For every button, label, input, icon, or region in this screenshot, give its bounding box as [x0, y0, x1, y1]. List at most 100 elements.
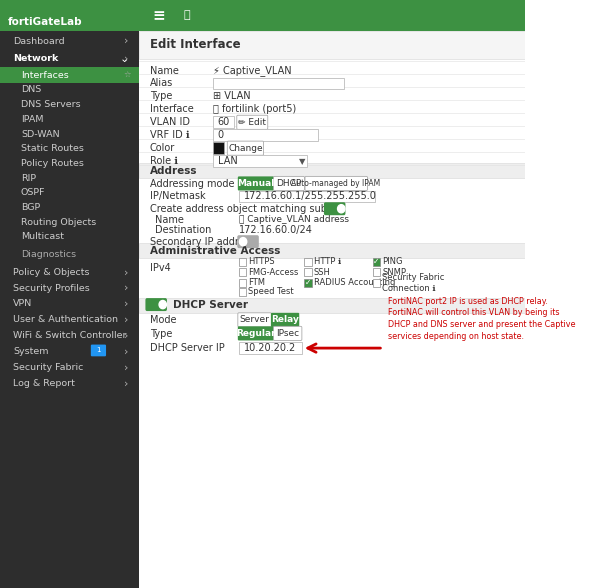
- Text: Color: Color: [149, 143, 175, 153]
- FancyBboxPatch shape: [305, 176, 368, 191]
- FancyBboxPatch shape: [139, 298, 525, 313]
- FancyBboxPatch shape: [239, 342, 302, 354]
- Text: ›: ›: [125, 315, 129, 325]
- Text: ✓: ✓: [305, 278, 311, 288]
- Text: Relay: Relay: [271, 315, 299, 325]
- Text: DNS: DNS: [21, 85, 42, 95]
- Text: ▼: ▼: [299, 156, 305, 166]
- FancyBboxPatch shape: [237, 115, 268, 129]
- Text: VRF ID ℹ: VRF ID ℹ: [149, 130, 189, 141]
- Text: 10.20.20.2: 10.20.20.2: [244, 343, 296, 353]
- FancyBboxPatch shape: [273, 326, 302, 340]
- Text: DNS Servers: DNS Servers: [21, 100, 81, 109]
- Text: Type: Type: [149, 329, 172, 339]
- FancyBboxPatch shape: [213, 129, 318, 141]
- Text: ›: ›: [125, 299, 129, 309]
- Text: ⊞ VLAN: ⊞ VLAN: [213, 91, 250, 102]
- Text: Speed Test: Speed Test: [248, 287, 294, 296]
- Text: User & Authentication: User & Authentication: [13, 315, 118, 325]
- FancyBboxPatch shape: [239, 191, 375, 202]
- FancyBboxPatch shape: [0, 0, 139, 588]
- Text: Regular: Regular: [237, 329, 276, 338]
- Text: Network: Network: [13, 54, 59, 64]
- Text: Policy Routes: Policy Routes: [21, 159, 84, 168]
- Text: HTTP ℹ: HTTP ℹ: [314, 257, 341, 266]
- FancyBboxPatch shape: [304, 268, 312, 276]
- Text: DHCP Server IP: DHCP Server IP: [149, 343, 224, 353]
- Text: Edit Interface: Edit Interface: [149, 38, 240, 51]
- FancyBboxPatch shape: [304, 279, 312, 287]
- Text: IPv4: IPv4: [149, 262, 170, 273]
- Text: Security Fabric: Security Fabric: [13, 363, 84, 372]
- Text: ›: ›: [125, 54, 129, 64]
- Text: Auto-managed by IPAM: Auto-managed by IPAM: [291, 179, 381, 188]
- Text: ☆: ☆: [124, 71, 131, 80]
- Text: OSPF: OSPF: [21, 188, 46, 198]
- FancyBboxPatch shape: [0, 67, 139, 83]
- Text: Secondary IP address: Secondary IP address: [149, 236, 254, 247]
- Text: Name: Name: [155, 215, 184, 225]
- Text: Security Profiles: Security Profiles: [13, 283, 90, 293]
- FancyBboxPatch shape: [273, 176, 304, 191]
- FancyBboxPatch shape: [139, 243, 525, 258]
- FancyBboxPatch shape: [239, 268, 246, 276]
- Text: IPAM: IPAM: [21, 115, 43, 124]
- Text: fortiGateLab: fortiGateLab: [8, 17, 82, 28]
- Text: 172.16.60.1/255.255.255.0: 172.16.60.1/255.255.255.0: [244, 191, 377, 202]
- Text: ›: ›: [125, 362, 129, 373]
- FancyBboxPatch shape: [324, 202, 346, 215]
- Text: SSH: SSH: [314, 268, 331, 277]
- Text: VLAN ID: VLAN ID: [149, 117, 190, 128]
- FancyBboxPatch shape: [139, 31, 525, 59]
- FancyBboxPatch shape: [304, 258, 312, 266]
- Text: Interfaces: Interfaces: [21, 71, 69, 80]
- Text: HTTPS: HTTPS: [248, 257, 275, 266]
- FancyBboxPatch shape: [238, 313, 272, 327]
- Text: Destination: Destination: [155, 225, 211, 236]
- Text: ›: ›: [125, 378, 129, 389]
- Text: Manual: Manual: [238, 179, 275, 188]
- Text: DHCP Server: DHCP Server: [173, 299, 248, 310]
- Circle shape: [159, 300, 167, 309]
- Text: Type: Type: [149, 91, 172, 102]
- Text: 60: 60: [218, 117, 230, 128]
- Text: Security Fabric
Connection ℹ: Security Fabric Connection ℹ: [382, 273, 445, 292]
- Text: ›: ›: [125, 267, 129, 278]
- Text: ≡: ≡: [152, 8, 165, 23]
- FancyBboxPatch shape: [238, 326, 274, 340]
- FancyBboxPatch shape: [213, 142, 224, 154]
- Text: Routing Objects: Routing Objects: [21, 218, 96, 227]
- Text: ›: ›: [125, 346, 129, 357]
- Text: Interface: Interface: [149, 104, 193, 115]
- FancyBboxPatch shape: [373, 279, 380, 287]
- Circle shape: [337, 205, 345, 213]
- FancyBboxPatch shape: [227, 141, 263, 155]
- Text: Addressing mode: Addressing mode: [149, 179, 234, 189]
- Text: Static Routes: Static Routes: [21, 144, 84, 153]
- Text: 1: 1: [96, 348, 101, 353]
- Text: VPN: VPN: [13, 299, 33, 309]
- FancyBboxPatch shape: [213, 116, 234, 128]
- Text: Address: Address: [149, 165, 197, 176]
- Text: ⚡ Captive_VLAN: ⚡ Captive_VLAN: [213, 65, 291, 76]
- Text: DHCP: DHCP: [276, 179, 301, 188]
- Text: IPsec: IPsec: [276, 329, 299, 338]
- FancyBboxPatch shape: [239, 258, 246, 266]
- Text: 🖥 Captive_VLAN address: 🖥 Captive_VLAN address: [239, 215, 349, 225]
- FancyBboxPatch shape: [238, 176, 274, 191]
- FancyBboxPatch shape: [0, 0, 525, 31]
- Text: ›: ›: [125, 330, 129, 341]
- Text: FortiNAC port2 IP is used as DHCP relay.
FortiNAC will control this VLAN by bein: FortiNAC port2 IP is used as DHCP relay.…: [388, 296, 576, 341]
- Text: Log & Report: Log & Report: [13, 379, 75, 388]
- FancyBboxPatch shape: [91, 345, 106, 356]
- Text: WiFi & Switch Controller: WiFi & Switch Controller: [13, 331, 127, 340]
- Circle shape: [240, 238, 247, 246]
- FancyBboxPatch shape: [237, 235, 259, 248]
- Text: RADIUS Accounting: RADIUS Accounting: [314, 278, 396, 288]
- Text: Policy & Objects: Policy & Objects: [13, 268, 90, 277]
- Text: FTM: FTM: [248, 278, 265, 288]
- Text: Multicast: Multicast: [21, 232, 64, 242]
- Text: Change: Change: [228, 143, 263, 153]
- FancyBboxPatch shape: [213, 155, 307, 167]
- Text: Administrative Access: Administrative Access: [149, 246, 280, 256]
